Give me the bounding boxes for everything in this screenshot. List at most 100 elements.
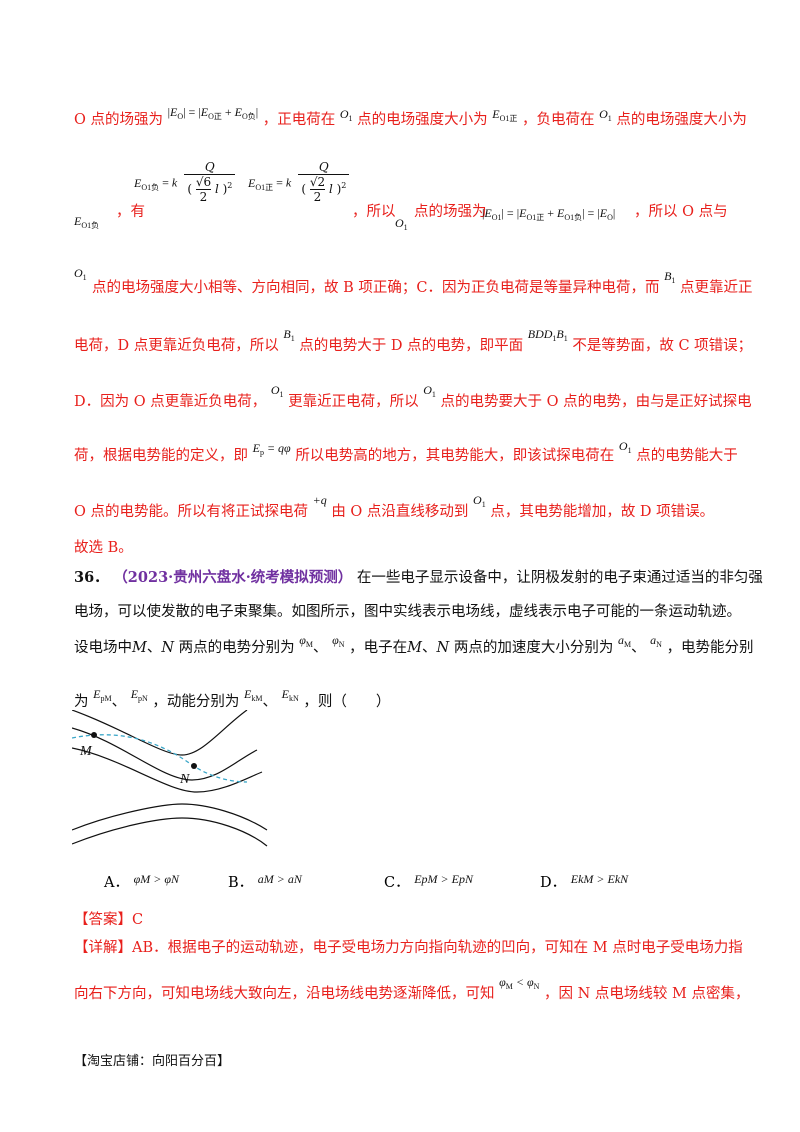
text: O 点的场强为 (74, 112, 163, 128)
text: 荷，根据电势能的定义，即 (74, 448, 248, 464)
solution-line-6: 荷，根据电势能的定义，即 Ep = qφ 所以电势高的地方，其电势能大，即该试探… (74, 439, 738, 465)
option-d[interactable]: D． EkM > EkN (540, 871, 628, 892)
question-text-1: 在一些电子显示设备中，让阴极发射的电子束通过适当的非匀强 (356, 570, 763, 586)
option-math: EkM > EkN (570, 872, 629, 886)
formula-eo: |EO| = |EO正 + EO负| (167, 105, 259, 121)
formula-o1: O1 (339, 107, 353, 123)
solution-line-1: O 点的场强为 |EO| = |EO正 + EO负| ，正电荷在 O1 点的电场… (74, 105, 747, 130)
option-label: C． (384, 875, 410, 891)
text: 向右下方向，可知电场线大致向左，沿电场线电势逐渐降低，可知 (74, 986, 495, 1002)
text: 点更靠近正 (680, 280, 753, 296)
electron-trajectory (72, 734, 248, 783)
point-n (191, 763, 197, 769)
solution-line-5: D．因为 O 点更靠近负电荷， O1 更靠近正电荷，所以 O1 点的电势要大于 … (74, 383, 752, 411)
label-m: M (79, 744, 93, 759)
text: 为 (74, 694, 89, 710)
text: 点的电势要大于 O 点的电势，由与是正好试探电 (440, 394, 752, 410)
text: 点的电势能大于 (636, 448, 738, 464)
text: 两点的加速度大小分别为 (453, 640, 614, 656)
formula-eo1-abs: |EO1| = |EO1正 + EO1负| = |EO| (482, 206, 616, 222)
text: 电荷，D 点更靠近负电荷，所以 (74, 338, 279, 354)
formula-ekm: EkM (244, 687, 263, 703)
formula-eo1neg: EO1负 = k Q ( √6 2 l )2 (134, 160, 236, 204)
text: 点的电场强度大小为 (357, 112, 488, 128)
option-label: D． (540, 875, 567, 891)
formula-ep: Ep = qφ (252, 441, 291, 457)
text: 点的电场强度大小相等、方向相同，故 B 项正确；C．因为正负电荷是等量异种电荷，… (92, 280, 660, 296)
solution-line-7: O 点的电势能。所以有将正试探电荷 +q 由 O 点沿直线移动到 O1 点，其电… (74, 493, 715, 521)
question-line-2: 电场，可以使发散的电子束聚集。如图所示，图中实线表示电场线，虚线表示电子可能的一… (74, 604, 741, 620)
formula-phim: φM (299, 633, 314, 649)
option-c[interactable]: C． EpM > EpN (384, 871, 473, 892)
text: ，正电荷在 (262, 112, 336, 128)
detail-line-1: 【详解】AB．根据电子的运动轨迹，电子受电场力方向指向轨迹的凹向，可知在 M 点… (74, 936, 743, 957)
formula-phin: φN (332, 633, 345, 649)
solution-line-4: 电荷，D 点更靠近负电荷，所以 B1 点的电势大于 D 点的电势，即平面 BDD… (74, 327, 753, 355)
option-label: B． (228, 875, 254, 891)
text: 两点的电势分别为 (178, 640, 295, 656)
field-line-bottom-2 (72, 817, 268, 847)
point-m (91, 732, 97, 738)
formula-epn: EpN (130, 687, 148, 703)
text: 点的电场强度大小为 (616, 112, 747, 128)
formula-o1: O1 (618, 439, 632, 455)
text: 点，其电势能增加，故 D 项错误。 (490, 504, 715, 520)
text: 点的电势大于 D 点的电势，即平面 (299, 338, 524, 354)
text: D．因为 O 点更靠近负电荷， (74, 394, 267, 410)
formula-epm: EpM (93, 687, 112, 703)
question-line-4: 为 EpM、 EpN ，动能分别为 EkM、 EkN ，则（ ） (74, 687, 391, 710)
label-n: N (179, 772, 190, 787)
option-b[interactable]: B． aM > aN (228, 871, 302, 892)
field-line-bottom-1 (72, 803, 268, 831)
field-line-top-1 (72, 710, 248, 756)
text: ，则（ ） (303, 694, 391, 710)
formula-o1: O1 (599, 107, 612, 123)
field-line-figure: M N (72, 710, 268, 847)
formula-an: aN (650, 633, 662, 649)
solution-line-3: 点的电场强度大小相等、方向相同，故 B 项正确；C．因为正负电荷是等量异种电荷，… (92, 269, 753, 297)
formula-eo1neg-label: EO1负 (74, 214, 100, 230)
text: 不是等势面，故 C 项错误； (572, 338, 753, 354)
formula-am: aM (617, 633, 632, 649)
text: 所以电势高的地方，其电势能大，即该试探电荷在 (295, 448, 615, 464)
formula-eo1pos-frac: EO1正 = k Q ( √2 2 l )2 (248, 160, 350, 204)
solution-line-2d: ，所以 O 点与 (634, 204, 728, 220)
solution-line-8: 故选 B。 (74, 540, 133, 556)
question-source: （2023·贵州六盘水·统考模拟预测） (113, 569, 353, 586)
formula-b1: B1 (664, 269, 676, 285)
option-math: aM > aN (257, 872, 302, 886)
text: ，因 N 点电场线较 M 点密集， (544, 986, 750, 1002)
formula-o1: O1 (270, 383, 284, 399)
text: ，动能分别为 (152, 694, 240, 710)
field-line-top-2 (72, 727, 258, 781)
formula-ekn: EkN (281, 687, 299, 703)
solution-line-2c: 点的场强为 (414, 204, 487, 220)
text: ，电势能分别 (666, 640, 754, 656)
detail-tag: 【详解】 (74, 940, 132, 956)
formula-o1-b: O1 (395, 216, 408, 232)
option-a[interactable]: A． φM > φN (104, 871, 179, 892)
solution-line-2a: ，有 (116, 204, 145, 220)
text: ，电子在 (349, 640, 408, 656)
text: O 点的电势能。所以有将正试探电荷 (74, 504, 308, 520)
question-number: 36． (74, 569, 109, 586)
solution-line-2b: ，所以 (352, 204, 396, 220)
formula-o1: O1 (423, 383, 436, 399)
formula-o1: O1 (473, 493, 486, 509)
answer-value: C (132, 912, 144, 928)
formula-o1-c: O1 (74, 266, 87, 282)
answer-line: 【答案】C (74, 908, 143, 929)
text: 由 O 点沿直线移动到 (331, 504, 469, 520)
question-line-3: 设电场中M、N 两点的电势分别为 φM、 φN ，电子在M、N 两点的加速度大小… (74, 633, 754, 656)
formula-plusq: +q (312, 493, 327, 507)
text: ，负电荷在 (522, 112, 595, 128)
formula-plane: BDD1B1 (527, 327, 568, 343)
detail-line-2: 向右下方向，可知电场线大致向左，沿电场线电势逐渐降低，可知 φM < φN ，因… (74, 975, 750, 1003)
text: AB．根据电子的运动轨迹，电子受电场力方向指向轨迹的凹向，可知在 M 点时电子受… (132, 940, 743, 956)
text: 设电场中 (74, 640, 132, 656)
shop-footer: 【淘宝店铺：向阳百分百】 (74, 1054, 231, 1069)
text: 更靠近正电荷，所以 (288, 394, 419, 410)
option-math: φM > φN (133, 872, 179, 886)
question-line-1: 36． （2023·贵州六盘水·统考模拟预测） 在一些电子显示设备中，让阴极发射… (74, 566, 763, 587)
formula-b1: B1 (283, 327, 295, 343)
